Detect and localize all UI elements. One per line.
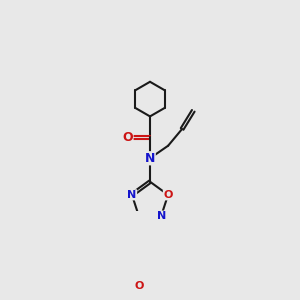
- Text: N: N: [157, 211, 166, 221]
- Text: O: O: [134, 281, 143, 291]
- Text: O: O: [122, 131, 133, 144]
- Text: N: N: [145, 152, 155, 165]
- Text: O: O: [164, 190, 173, 200]
- Text: N: N: [127, 190, 136, 200]
